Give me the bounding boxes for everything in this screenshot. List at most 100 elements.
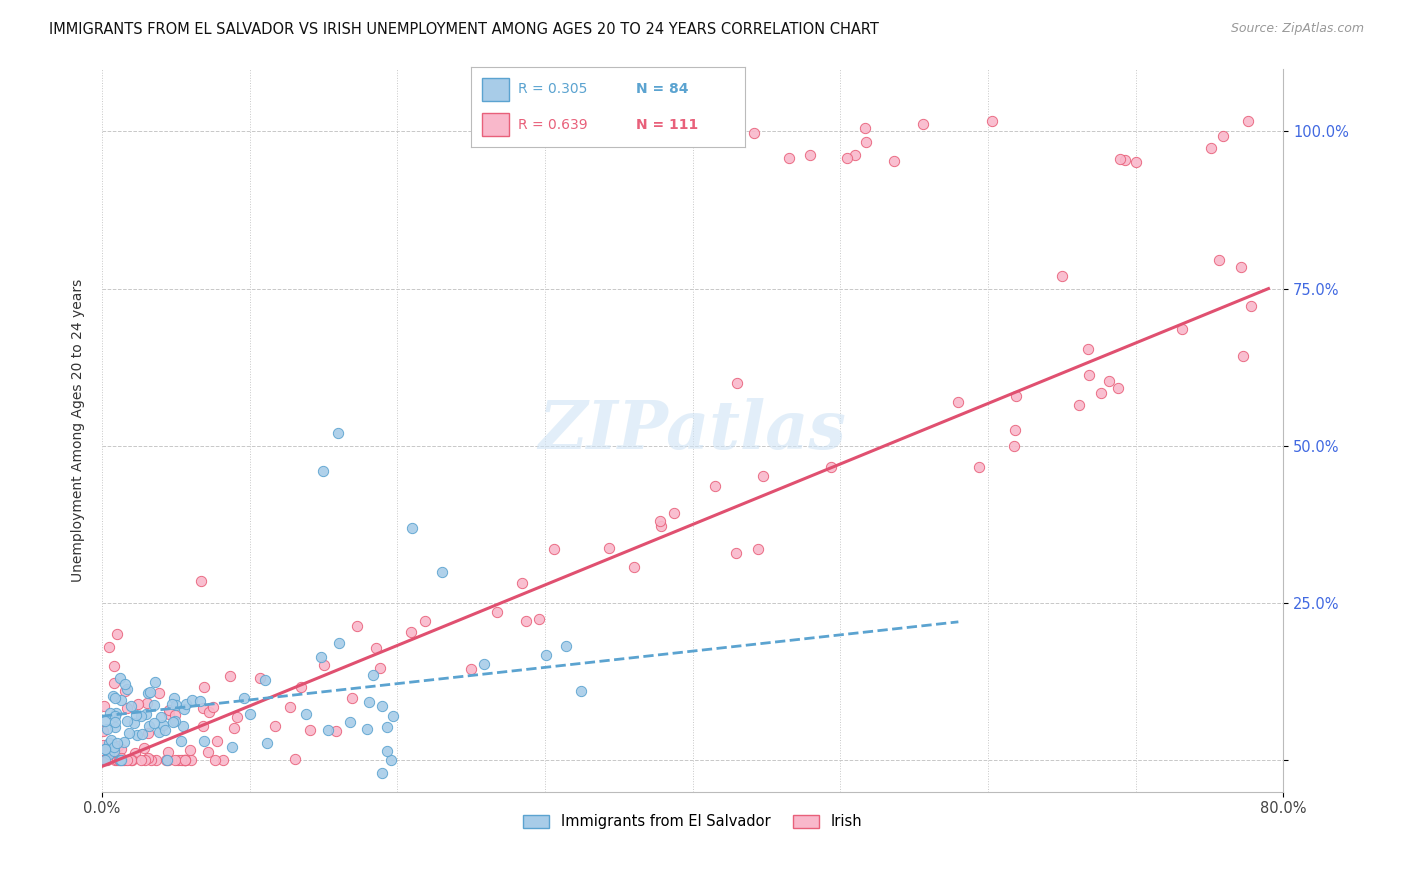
Point xyxy=(1077,368,1099,382)
Point xyxy=(742,126,765,140)
Point xyxy=(110,753,132,767)
Point xyxy=(148,724,170,739)
Point xyxy=(100,733,122,747)
Point xyxy=(105,753,128,767)
Point xyxy=(150,710,173,724)
Point xyxy=(188,694,211,708)
Point xyxy=(155,753,177,767)
Point xyxy=(104,753,127,767)
Point xyxy=(124,746,146,760)
Point xyxy=(103,689,125,703)
Point xyxy=(430,565,453,579)
Point xyxy=(295,707,318,722)
Point xyxy=(510,575,533,590)
Point xyxy=(1090,386,1112,401)
Point xyxy=(472,657,495,672)
Point xyxy=(527,612,550,626)
Point xyxy=(725,376,748,390)
Point xyxy=(346,618,368,632)
Point xyxy=(110,693,132,707)
Point xyxy=(98,736,121,750)
Point xyxy=(120,699,142,714)
Point xyxy=(103,658,125,673)
Point xyxy=(1004,389,1026,403)
Point xyxy=(166,698,188,712)
Point xyxy=(1114,153,1136,167)
Point xyxy=(380,753,402,767)
Point xyxy=(138,719,160,733)
Point xyxy=(157,706,180,721)
Point xyxy=(172,719,194,733)
Point xyxy=(170,753,193,767)
Point xyxy=(371,765,394,780)
Point xyxy=(93,699,115,714)
Point xyxy=(312,657,335,672)
Point xyxy=(278,699,301,714)
Point xyxy=(316,723,339,738)
Point xyxy=(115,701,138,715)
Legend: Immigrants from El Salvador, Irish: Immigrants from El Salvador, Irish xyxy=(517,808,868,835)
Point xyxy=(377,744,399,758)
Point xyxy=(202,700,225,714)
Point xyxy=(103,715,125,730)
Point xyxy=(222,721,245,735)
Text: R = 0.639: R = 0.639 xyxy=(517,118,588,132)
Point xyxy=(104,690,127,705)
Point xyxy=(136,686,159,700)
Point xyxy=(97,747,120,761)
Point xyxy=(152,718,174,732)
Point xyxy=(94,742,117,756)
Point xyxy=(1237,114,1260,128)
Point xyxy=(980,114,1002,128)
Point xyxy=(180,753,202,767)
Point xyxy=(623,560,645,574)
Point xyxy=(157,703,180,717)
Point xyxy=(157,753,180,767)
Point xyxy=(835,151,858,165)
Point xyxy=(139,685,162,699)
Point xyxy=(134,741,156,756)
Point xyxy=(1107,381,1129,395)
Text: Source: ZipAtlas.com: Source: ZipAtlas.com xyxy=(1230,22,1364,36)
Point xyxy=(115,682,138,697)
Point xyxy=(135,706,157,721)
Point xyxy=(163,708,186,723)
Point xyxy=(174,753,197,767)
Point xyxy=(143,675,166,690)
Point xyxy=(221,740,243,755)
Point xyxy=(233,690,256,705)
Point xyxy=(1050,268,1073,283)
Point xyxy=(121,753,143,767)
Point xyxy=(165,714,187,729)
Point xyxy=(93,724,115,739)
Point xyxy=(543,541,565,556)
Point xyxy=(105,736,128,750)
Point xyxy=(176,697,198,711)
Point xyxy=(120,753,142,767)
Point xyxy=(173,753,195,767)
Point xyxy=(104,706,127,720)
Point xyxy=(339,714,361,729)
Point xyxy=(778,152,800,166)
Point xyxy=(799,148,821,162)
Point xyxy=(219,669,242,683)
Point xyxy=(103,746,125,760)
Point xyxy=(368,661,391,675)
Point xyxy=(191,701,214,715)
Point xyxy=(413,614,436,628)
Bar xyxy=(482,78,509,101)
Point xyxy=(290,680,312,694)
Point xyxy=(328,426,350,441)
Point xyxy=(127,728,149,742)
Point xyxy=(1230,260,1253,274)
Point xyxy=(382,709,405,723)
Point xyxy=(911,117,934,131)
Point xyxy=(115,714,138,728)
Point xyxy=(283,752,305,766)
Point xyxy=(108,671,131,685)
Point xyxy=(115,753,138,767)
Point xyxy=(94,741,117,756)
Point xyxy=(160,697,183,711)
Point xyxy=(172,753,194,767)
Point xyxy=(1004,423,1026,437)
